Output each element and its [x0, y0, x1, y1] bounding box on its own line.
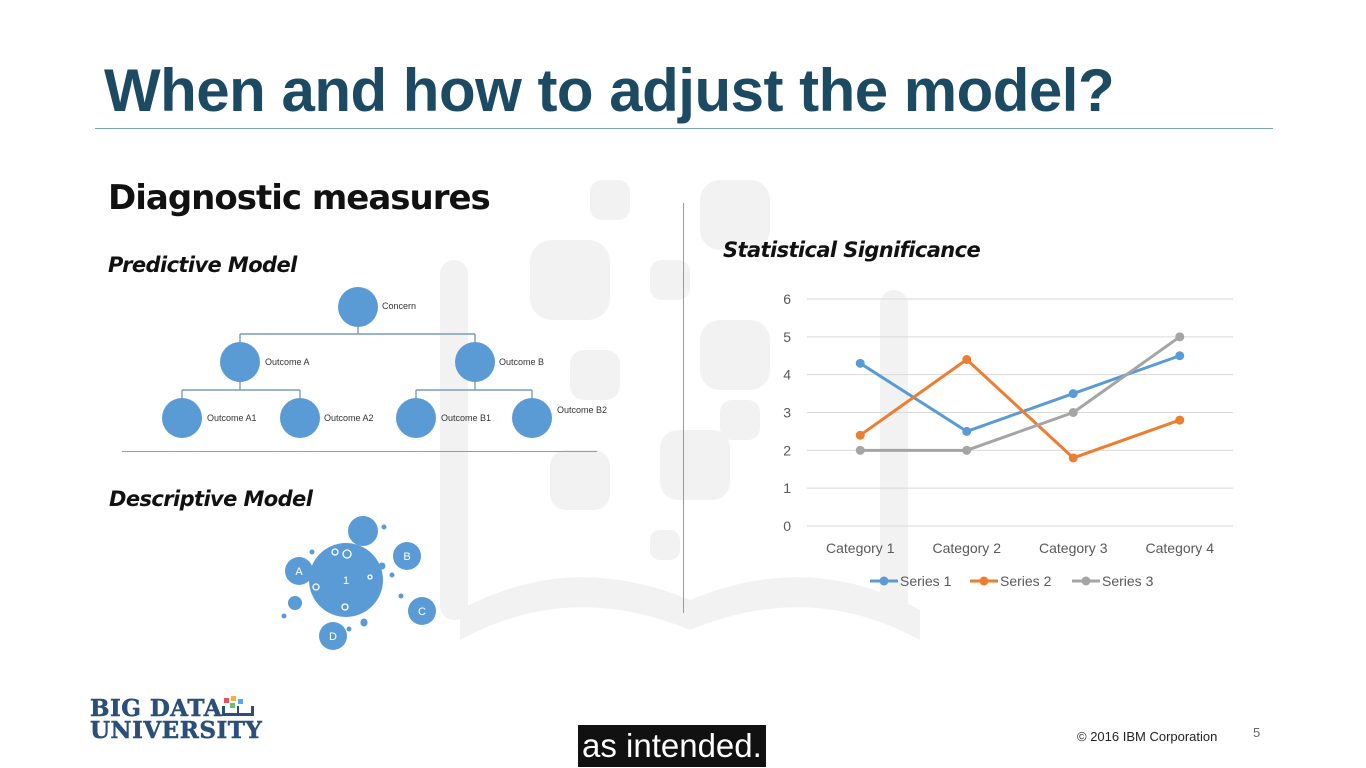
tree-node-outcome-b1 [396, 398, 436, 438]
descriptive-model-label: Descriptive Model [109, 487, 313, 511]
bubble-small-1 [288, 596, 302, 610]
series-1-point [962, 426, 972, 436]
y-tick-label: 5 [783, 329, 791, 345]
tree-label-outcome-b: Outcome B [499, 357, 544, 367]
series-2-point [1068, 453, 1078, 463]
legend-swatch-marker [1081, 576, 1091, 586]
tree-node-outcome-b2 [512, 398, 552, 438]
legend-swatch-marker [879, 576, 889, 586]
predictive-model-tree: Concern Outcome A Outcome B Outcome A1 O… [162, 287, 607, 438]
x-tick-label: Category 1 [826, 540, 895, 556]
series-3-point [1068, 408, 1078, 417]
vertical-divider [683, 203, 684, 613]
bubble-label-center: 1 [343, 575, 349, 587]
statistical-significance-label: Statistical Significance [723, 238, 981, 262]
descriptive-model-bubbles: 1 A B C D [281, 516, 436, 650]
tree-divider [122, 451, 597, 452]
legend-label: Series 2 [1000, 573, 1052, 589]
series-line-1 [859, 354, 1181, 433]
bubble-label-b: B [403, 551, 410, 563]
series-3-point [855, 445, 865, 455]
tree-node-outcome-a2 [280, 398, 320, 438]
legend-label: Series 1 [900, 573, 952, 589]
tree-node-root [338, 287, 378, 327]
y-tick-label: 6 [783, 291, 791, 307]
y-tick-label: 4 [783, 367, 791, 383]
tree-node-outcome-a [220, 342, 260, 382]
bubble-a [285, 557, 313, 585]
legend-swatch-marker [979, 576, 989, 586]
y-tick-label: 0 [783, 518, 791, 534]
tree-node-outcome-a1 [162, 398, 202, 438]
logo-line-2: UNIVERSITY [90, 717, 263, 744]
tree-label-outcome-a1: Outcome A1 [207, 413, 257, 423]
series-1-point [1175, 351, 1185, 361]
tree-label-outcome-b1: Outcome B1 [441, 413, 491, 423]
series-3-point [1175, 332, 1185, 342]
y-tick-label: 2 [783, 442, 791, 458]
slide-title: When and how to adjust the model? [104, 57, 1115, 124]
predictive-model-label: Predictive Model [108, 253, 297, 277]
logo-book-icon [222, 696, 254, 716]
series-2-point [1175, 415, 1185, 425]
title-divider [95, 128, 1273, 129]
big-data-university-logo: BIG DATA UNIVERSITY [90, 695, 263, 744]
tree-label-root: Concern [382, 301, 416, 311]
x-tick-label: Category 2 [933, 540, 1002, 556]
bubble-c [408, 597, 436, 625]
bubble-d [319, 622, 347, 650]
series-2-point [855, 430, 865, 440]
chart-legend: Series 1 Series 2 Series 3 [870, 573, 1154, 589]
x-tick-label: Category 3 [1039, 540, 1108, 556]
series-1-point [1068, 389, 1078, 399]
bubble-label-a: A [295, 566, 303, 578]
chart-gridlines [807, 298, 1233, 527]
series-line-3 [860, 335, 1181, 452]
chart-x-ticks: Category 1 Category 2 Category 3 Category 4 [826, 540, 1214, 556]
tree-label-outcome-a2: Outcome A2 [324, 413, 374, 423]
video-caption: as intended. [578, 725, 766, 767]
chart-series [855, 332, 1185, 463]
tree-label-outcome-a: Outcome A [265, 357, 310, 367]
x-tick-label: Category 4 [1146, 540, 1215, 556]
bubble-label-d: D [329, 631, 337, 643]
bubble-label-c: C [418, 606, 426, 618]
chart-y-ticks: 0 1 2 3 4 5 6 [783, 291, 791, 534]
bubble-b [393, 542, 421, 570]
legend-label: Series 3 [1102, 573, 1154, 589]
bubble-top [348, 516, 378, 546]
series-1-point [855, 358, 865, 368]
bubble-center [309, 543, 383, 617]
copyright-text: © 2016 IBM Corporation [1077, 729, 1218, 744]
page-number: 5 [1253, 725, 1261, 740]
series-2-point [962, 355, 972, 365]
tree-node-outcome-b [455, 342, 495, 382]
logo-line-1: BIG DATA [90, 695, 223, 722]
series-line-2 [859, 358, 1181, 460]
series-3-point [962, 445, 972, 455]
tree-label-outcome-b2: Outcome B2 [557, 405, 607, 415]
section-heading: Diagnostic measures [108, 178, 491, 218]
y-tick-label: 3 [783, 405, 791, 421]
y-tick-label: 1 [783, 480, 791, 496]
